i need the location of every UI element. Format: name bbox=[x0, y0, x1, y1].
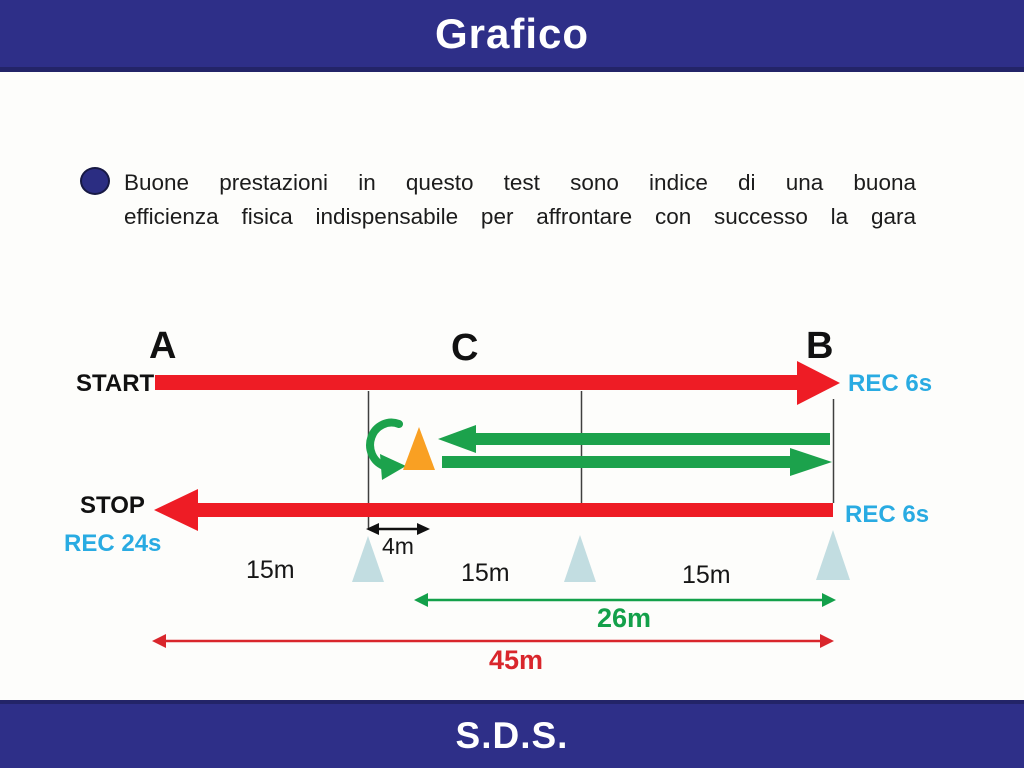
distance-15m-2-label: 15m bbox=[461, 559, 510, 587]
rec-6s-top-label: REC 6s bbox=[848, 370, 933, 397]
point-b-label: B bbox=[806, 325, 834, 367]
start-arrow-shaft bbox=[155, 375, 799, 390]
measure-26m-right-head-icon bbox=[822, 593, 836, 607]
stop-arrow-shaft bbox=[197, 503, 833, 517]
bullet-icon bbox=[80, 167, 110, 195]
cone-icon bbox=[564, 535, 596, 582]
title-bar: Grafico bbox=[0, 0, 1024, 72]
distance-15m-3-label: 15m bbox=[682, 561, 731, 589]
start-label: START bbox=[76, 370, 155, 397]
turn-arrow-head-icon bbox=[380, 454, 406, 480]
turn-arrow-icon bbox=[366, 418, 403, 470]
distance-4m-label: 4m bbox=[382, 533, 414, 559]
rec-24s-label: REC 24s bbox=[64, 530, 162, 557]
footer-bar: S.D.S. bbox=[0, 700, 1024, 768]
measure-4m-left-head-icon bbox=[366, 523, 379, 535]
point-a-label: A bbox=[149, 325, 177, 367]
point-c-label: C bbox=[451, 327, 479, 369]
stop-label: STOP bbox=[80, 492, 145, 519]
measure-45m-left-head-icon bbox=[152, 634, 166, 648]
bullet-line-1: Buone prestazioni in questo test sono in… bbox=[124, 170, 916, 195]
footer-logo-text: S.D.S. bbox=[455, 715, 569, 756]
green-left-arrow-head-icon bbox=[438, 425, 476, 453]
distance-26m-label: 26m bbox=[597, 603, 652, 633]
cone-icon bbox=[352, 536, 384, 582]
green-left-arrow-shaft bbox=[474, 433, 830, 445]
measure-26m-left-head-icon bbox=[414, 593, 428, 607]
page-title: Grafico bbox=[434, 9, 590, 57]
pivot-cone-icon bbox=[403, 427, 435, 470]
green-right-arrow-head-icon bbox=[790, 448, 832, 476]
stop-arrow-head-icon bbox=[154, 489, 198, 531]
green-right-arrow-shaft bbox=[442, 456, 792, 468]
distance-45m-label: 45m bbox=[489, 645, 544, 675]
distance-15m-1-label: 15m bbox=[246, 556, 295, 584]
cone-icon bbox=[816, 530, 850, 580]
bullet-paragraph: Buone prestazioni in questo test sono in… bbox=[124, 166, 916, 234]
start-arrow-head-icon bbox=[797, 361, 840, 405]
measure-45m-right-head-icon bbox=[820, 634, 834, 648]
bullet-line-2: efficienza fisica indispensabile per aff… bbox=[124, 204, 916, 229]
rec-6s-bottom-label: REC 6s bbox=[845, 501, 930, 528]
measure-4m-right-head-icon bbox=[417, 523, 430, 535]
